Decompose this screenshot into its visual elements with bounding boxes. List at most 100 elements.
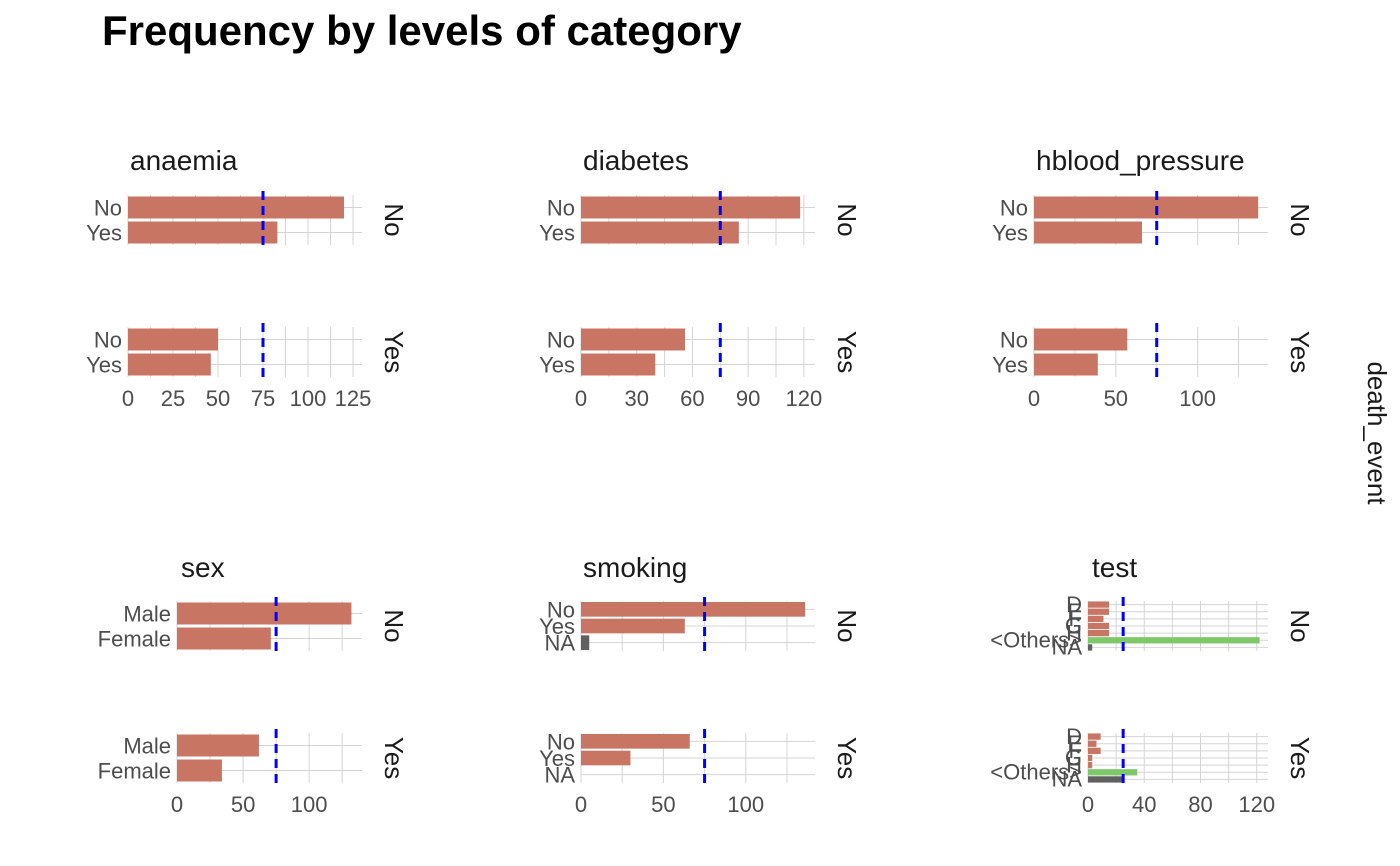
x-tick-label: 30 [624, 386, 648, 411]
category-label: H [1066, 620, 1082, 645]
x-tick-label: 40 [1132, 792, 1156, 817]
x-tick-label: 50 [1104, 386, 1128, 411]
x-tick-label: 100 [290, 386, 327, 411]
bar [128, 353, 211, 376]
bar [1088, 762, 1093, 769]
bar [581, 221, 739, 244]
x-tick-label: 90 [736, 386, 760, 411]
x-tick-label: 0 [171, 792, 183, 817]
bar [1088, 754, 1093, 762]
bar [581, 353, 656, 376]
category-label: NA [1051, 635, 1082, 660]
category-label: F [1069, 606, 1082, 631]
category-label: Yes [539, 220, 575, 245]
bar [1088, 740, 1097, 747]
category-label: NA [544, 631, 575, 656]
category-label: NA [544, 763, 575, 788]
strip-label: Yes [379, 737, 409, 779]
category-label: No [547, 597, 575, 622]
facet-label: death_event [1362, 361, 1392, 505]
category-label: Yes [86, 352, 122, 377]
bar [1034, 353, 1098, 376]
bar [1088, 769, 1138, 776]
category-label: D [1066, 724, 1082, 749]
x-tick-label: 75 [251, 386, 275, 411]
strip-label: Yes [832, 737, 862, 779]
strip-label: No [1285, 203, 1315, 236]
bar [1088, 733, 1101, 740]
bar [1088, 747, 1101, 754]
strip-label: No [832, 609, 862, 642]
bar [1088, 608, 1110, 615]
category-label: G [1065, 613, 1082, 638]
category-label: F [1069, 738, 1082, 763]
category-label: No [94, 195, 122, 220]
panel-title: diabetes [583, 145, 689, 176]
category-label: <Others> [990, 759, 1082, 784]
bar [177, 602, 352, 625]
bar [128, 328, 218, 351]
strip-label: No [832, 203, 862, 236]
bar [1034, 221, 1142, 244]
x-tick-label: 0 [575, 386, 587, 411]
x-tick-label: 100 [727, 792, 764, 817]
bar [581, 602, 806, 617]
category-label: <Others> [990, 627, 1082, 652]
x-tick-label: 0 [122, 386, 134, 411]
strip-label: No [1285, 609, 1315, 642]
bar [581, 618, 685, 634]
bar [177, 627, 271, 650]
x-tick-label: 100 [291, 792, 328, 817]
category-label: G [1065, 745, 1082, 770]
panel-title: smoking [583, 552, 687, 583]
category-label: E [1067, 731, 1082, 756]
category-label: Female [98, 626, 171, 651]
chart-title: Frequency by levels of category [102, 7, 742, 54]
category-label: Male [123, 733, 171, 758]
panel-title: test [1092, 552, 1137, 583]
x-tick-label: 50 [651, 792, 675, 817]
bar [1088, 776, 1124, 783]
bar [581, 328, 685, 351]
category-label: No [547, 195, 575, 220]
category-label: H [1066, 752, 1082, 777]
x-tick-label: 120 [1238, 792, 1275, 817]
bar [1088, 615, 1104, 622]
category-label: No [1000, 195, 1028, 220]
bar [128, 196, 344, 219]
category-label: Male [123, 601, 171, 626]
category-label: Yes [992, 352, 1028, 377]
x-tick-label: 80 [1188, 792, 1212, 817]
category-label: No [547, 729, 575, 754]
bar [1034, 196, 1259, 219]
strip-label: No [379, 203, 409, 236]
category-label: E [1067, 599, 1082, 624]
bar [128, 221, 278, 244]
x-tick-label: 0 [1082, 792, 1094, 817]
category-label: Yes [539, 352, 575, 377]
category-label: Yes [539, 614, 575, 639]
panel-title: anaemia [130, 145, 238, 176]
x-tick-label: 50 [231, 792, 255, 817]
bar [581, 734, 690, 749]
panel-title: sex [181, 552, 225, 583]
category-label: Yes [992, 220, 1028, 245]
bar [1088, 630, 1110, 637]
strip-label: Yes [832, 331, 862, 373]
category-label: No [94, 327, 122, 352]
strip-label: Yes [1285, 737, 1315, 779]
bar [1088, 622, 1110, 630]
bar [581, 750, 631, 766]
x-tick-label: 125 [335, 386, 372, 411]
category-label: No [1000, 327, 1028, 352]
category-label: D [1066, 592, 1082, 617]
bar [1088, 601, 1110, 608]
panel-title: hblood_pressure [1036, 145, 1245, 176]
x-tick-label: 0 [575, 792, 587, 817]
x-tick-label: 0 [1028, 386, 1040, 411]
